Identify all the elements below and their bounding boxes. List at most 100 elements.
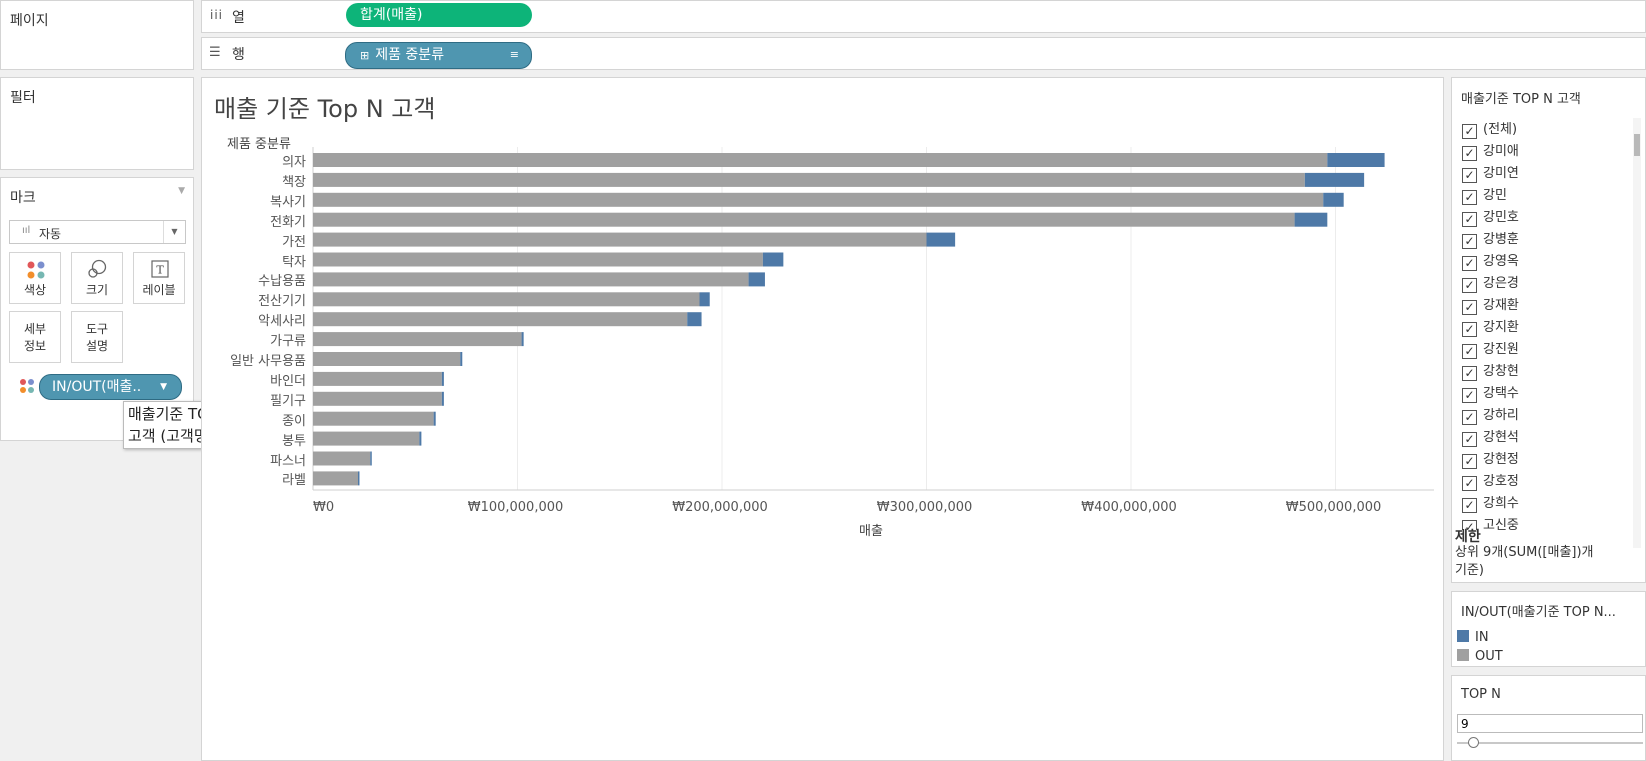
category-label[interactable]: 수납용품 <box>258 274 306 290</box>
filter-item[interactable]: ✓ 강병훈 <box>1462 228 1519 249</box>
checkbox-icon[interactable]: ✓ <box>1462 498 1477 513</box>
filter-item[interactable]: ✓ 강재환 <box>1462 294 1519 315</box>
mark-type-select[interactable]: ııl 자동 ▼ <box>9 220 186 244</box>
color-button-label: 색상 <box>23 283 47 297</box>
detail-button-label: 세부 정보 <box>23 322 47 353</box>
legend-item-out[interactable]: OUT <box>1457 649 1503 664</box>
filter-scrollbar[interactable] <box>1633 118 1641 548</box>
tooltip-button[interactable]: 도구 설명 <box>71 311 123 363</box>
category-label[interactable]: 봉투 <box>282 433 306 449</box>
filter-item-label: 강희수 <box>1483 496 1519 511</box>
topn-slider-track[interactable] <box>1457 742 1643 744</box>
sum-sales-pill[interactable]: 합계(매출) <box>346 3 532 27</box>
category-label[interactable]: 전화기 <box>270 214 306 230</box>
filter-item[interactable]: ✓ 강하리 <box>1462 404 1519 425</box>
filter-scrollbar-thumb[interactable] <box>1634 134 1640 156</box>
text-label-icon: T <box>151 260 169 278</box>
checkbox-icon[interactable]: ✓ <box>1462 366 1477 381</box>
pages-card[interactable]: 페이지 <box>0 0 194 70</box>
checkbox-icon[interactable]: ✓ <box>1462 520 1477 530</box>
limit-title: 제한 <box>1455 529 1481 545</box>
chart-view: 매출 기준 Top N 고객 <box>201 77 1444 761</box>
checkbox-icon[interactable]: ✓ <box>1462 168 1477 183</box>
filter-item[interactable]: ✓ 고신중 <box>1462 514 1519 530</box>
inout-pill-label: IN/OUT(매출.. <box>52 379 142 395</box>
detail-button[interactable]: 세부 정보 <box>9 311 61 363</box>
legend-label-in: IN <box>1475 630 1489 645</box>
category-label[interactable]: 탁자 <box>282 254 306 270</box>
filter-item-label: 강병훈 <box>1483 232 1519 247</box>
checkbox-icon[interactable]: ✓ <box>1462 476 1477 491</box>
topn-slider-thumb[interactable] <box>1468 737 1480 748</box>
checkbox-icon[interactable]: ✓ <box>1462 190 1477 205</box>
filters-card[interactable]: 필터 <box>0 77 194 170</box>
topn-value-input[interactable] <box>1457 714 1643 733</box>
marks-menu-icon[interactable]: ▼ <box>178 186 185 196</box>
category-label[interactable]: 의자 <box>282 155 306 170</box>
size-icon <box>88 259 107 278</box>
filter-item[interactable]: ✓ 강진원 <box>1462 338 1519 359</box>
legend-item-in[interactable]: IN <box>1457 630 1489 645</box>
filter-item[interactable]: ✓ 강미연 <box>1462 162 1519 183</box>
checkbox-icon[interactable]: ✓ <box>1462 410 1477 425</box>
category-label[interactable]: 책장 <box>282 174 306 190</box>
category-label[interactable]: 바인더 <box>270 373 306 389</box>
filter-item-label: 강호정 <box>1483 474 1519 489</box>
legend-swatch-in <box>1457 630 1469 642</box>
checkbox-icon[interactable]: ✓ <box>1462 388 1477 403</box>
limit-text: 상위 9개(SUM([매출])개 기준) <box>1455 545 1594 578</box>
rows-shelf-label: 행 <box>232 47 245 63</box>
filter-item[interactable]: ✓ 강민호 <box>1462 206 1519 227</box>
checkbox-icon[interactable]: ✓ <box>1462 300 1477 315</box>
checkbox-icon[interactable]: ✓ <box>1462 344 1477 359</box>
category-label[interactable]: 복사기 <box>270 194 306 210</box>
checkbox-icon[interactable]: ✓ <box>1462 234 1477 249</box>
filter-item[interactable]: ✓ 강호정 <box>1462 470 1519 491</box>
filter-item-label: 강진원 <box>1483 342 1519 357</box>
filter-item-label: 강은경 <box>1483 276 1519 291</box>
filter-item[interactable]: ✓ 강현정 <box>1462 448 1519 469</box>
category-label[interactable]: 필기구 <box>270 393 306 409</box>
category-label[interactable]: 전산기기 <box>258 294 306 310</box>
category-label[interactable]: 악세사리 <box>258 314 306 330</box>
checkbox-icon[interactable]: ✓ <box>1462 146 1477 161</box>
filter-item[interactable]: ✓ 강지환 <box>1462 316 1519 337</box>
filter-item[interactable]: ✓ 강희수 <box>1462 492 1519 513</box>
size-button[interactable]: 크기 <box>71 252 123 304</box>
checkbox-icon[interactable]: ✓ <box>1462 454 1477 469</box>
product-subcategory-pill[interactable]: ⊞ 제품 중분류 ≡ <box>345 42 532 69</box>
category-label[interactable]: 일반 사무용품 <box>230 354 306 369</box>
checkbox-icon[interactable]: ✓ <box>1462 432 1477 447</box>
expand-icon: ⊞ <box>360 49 370 62</box>
filter-item[interactable]: ✓ 강민 <box>1462 184 1507 205</box>
filter-item[interactable]: ✓ 강현석 <box>1462 426 1519 447</box>
category-label[interactable]: 가전 <box>282 234 306 250</box>
checkbox-icon[interactable]: ✓ <box>1462 256 1477 271</box>
category-label[interactable]: 라벨 <box>282 473 306 489</box>
chevron-down-icon[interactable]: ▼ <box>163 221 185 243</box>
category-label[interactable]: 가구류 <box>270 334 306 350</box>
filter-item-label: 강민 <box>1483 188 1507 203</box>
category-label[interactable]: 종이 <box>282 413 306 429</box>
filter-item[interactable]: ✓ 강택수 <box>1462 382 1519 403</box>
color-button[interactable]: 색상 <box>9 252 61 304</box>
checkbox-icon[interactable]: ✓ <box>1462 124 1477 139</box>
label-button[interactable]: T 레이블 <box>133 252 185 304</box>
category-label[interactable]: 파스너 <box>270 453 306 469</box>
pill-menu-icon[interactable]: ▼ <box>160 382 167 392</box>
marks-title: 마크 <box>10 190 36 206</box>
checkbox-icon[interactable]: ✓ <box>1462 278 1477 293</box>
pages-title: 페이지 <box>10 13 49 29</box>
checkbox-icon[interactable]: ✓ <box>1462 212 1477 227</box>
filter-item[interactable]: ✓ (전체) <box>1462 118 1517 139</box>
filter-item[interactable]: ✓ 강미애 <box>1462 140 1519 161</box>
row-header: 제품 중분류 <box>227 137 291 152</box>
sort-icon[interactable]: ≡ <box>509 48 519 61</box>
filter-item[interactable]: ✓ 강은경 <box>1462 272 1519 293</box>
checkbox-icon[interactable]: ✓ <box>1462 322 1477 337</box>
topn-customer-filter-card: 매출기준 TOP N 고객 ✓ (전체) ✓ 강미애 ✓ 강미연 ✓ 강민 ✓ 강민호 ✓ 강병훈 ✓ 강… <box>1451 77 1646 583</box>
filter-item[interactable]: ✓ 강영옥 <box>1462 250 1519 271</box>
inout-color-pill[interactable]: IN/OUT(매출.. ▼ <box>39 374 182 400</box>
filter-item[interactable]: ✓ 강창현 <box>1462 360 1519 381</box>
filter-item-label: 강현정 <box>1483 452 1519 467</box>
